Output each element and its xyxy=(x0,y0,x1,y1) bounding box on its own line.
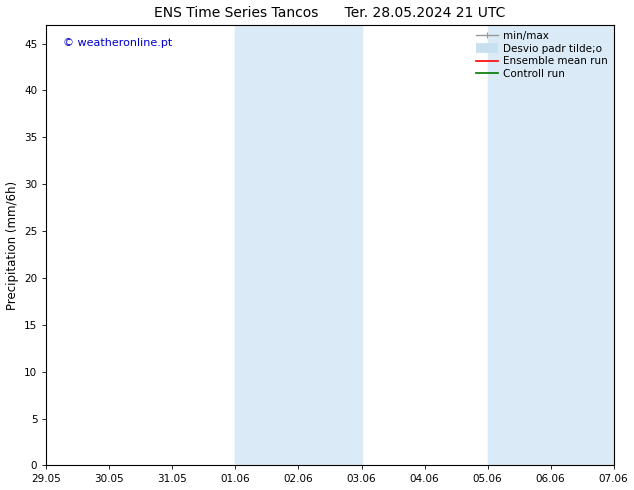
Bar xyxy=(488,25,614,465)
Text: © weatheronline.pt: © weatheronline.pt xyxy=(63,38,172,48)
Y-axis label: Precipitation (mm/6h): Precipitation (mm/6h) xyxy=(6,181,18,310)
Legend: min/max, Desvio padr tilde;o, Ensemble mean run, Controll run: min/max, Desvio padr tilde;o, Ensemble m… xyxy=(472,27,612,83)
Bar xyxy=(235,25,361,465)
Title: ENS Time Series Tancos      Ter. 28.05.2024 21 UTC: ENS Time Series Tancos Ter. 28.05.2024 2… xyxy=(154,5,506,20)
